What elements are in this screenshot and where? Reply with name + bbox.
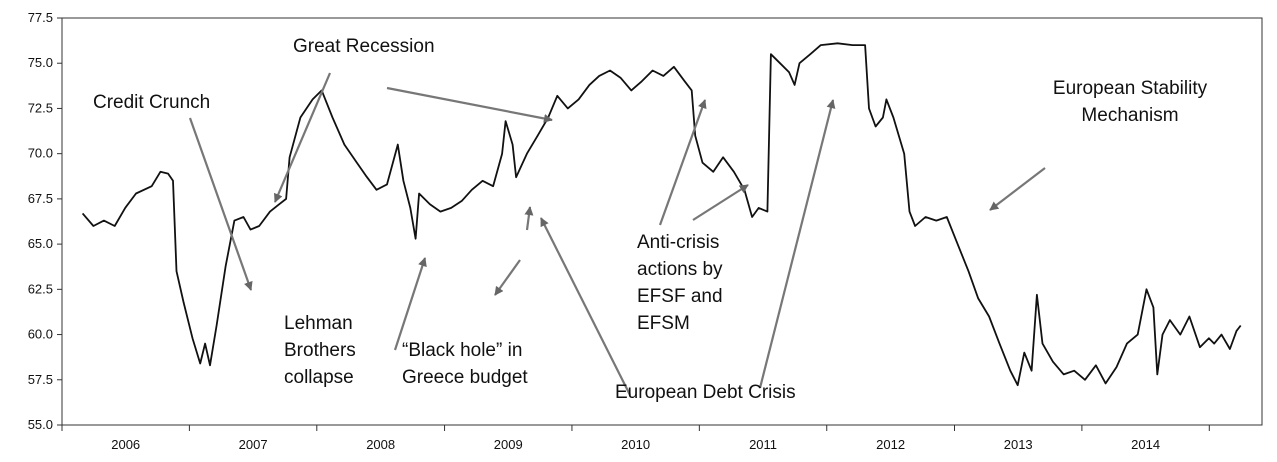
x-tick-label: 2010 bbox=[621, 437, 650, 452]
annotation-arrow bbox=[758, 99, 836, 389]
annotation-arrow bbox=[692, 184, 749, 221]
annotation-line: “Black hole” in bbox=[402, 340, 522, 361]
annotation-arrow bbox=[524, 206, 534, 231]
annotation-line: Greece budget bbox=[402, 367, 528, 388]
x-axis: 2006 2007 2008 2009 2010 2011 2012 2013 2014 bbox=[61, 425, 1210, 452]
x-tick-label: 2008 bbox=[366, 437, 395, 452]
y-tick-label: 65.0 bbox=[28, 236, 53, 251]
y-axis: 55.0 57.5 60.0 62.5 65.0 67.5 70.0 72.5 75.0 77.5 bbox=[28, 10, 62, 432]
annotation-line: European Stability bbox=[1053, 78, 1208, 99]
y-tick-label: 72.5 bbox=[28, 100, 53, 115]
x-tick-label: 2014 bbox=[1131, 437, 1160, 452]
x-tick-label: 2012 bbox=[876, 437, 905, 452]
annotation-line: Mechanism bbox=[1081, 105, 1178, 126]
y-tick-label: 62.5 bbox=[28, 281, 53, 296]
y-tick-label: 55.0 bbox=[28, 417, 53, 432]
series-line bbox=[81, 42, 1242, 387]
annotation-line: EFSM bbox=[637, 313, 690, 334]
annotation-arrow bbox=[273, 72, 332, 203]
series-layer bbox=[81, 42, 1242, 387]
annotation-label: Credit Crunch bbox=[93, 92, 210, 113]
annotation-label: Great Recession bbox=[293, 36, 435, 57]
annotation-arrow bbox=[188, 117, 253, 291]
x-tick-label: 2013 bbox=[1004, 437, 1033, 452]
x-tick-label: 2006 bbox=[111, 437, 140, 452]
annotation-arrow bbox=[989, 167, 1046, 211]
x-tick-label: 2009 bbox=[494, 437, 523, 452]
x-tick-label: 2007 bbox=[239, 437, 268, 452]
annotation-line: Anti-crisis bbox=[637, 232, 719, 253]
annotation-label: Lehman Brothers collapse bbox=[284, 313, 356, 388]
annotation-line: EFSF and bbox=[637, 286, 723, 307]
annotation-line: actions by bbox=[637, 259, 723, 280]
y-tick-label: 77.5 bbox=[28, 10, 53, 25]
annotation-line: Brothers bbox=[284, 340, 356, 361]
annotation-label: “Black hole” in Greece budget bbox=[402, 340, 528, 388]
annotation-arrow bbox=[540, 217, 631, 396]
annotation-arrow bbox=[393, 257, 427, 351]
y-tick-label: 70.0 bbox=[28, 146, 53, 161]
x-tick-label: 2011 bbox=[749, 437, 777, 452]
annotation-line: Credit Crunch bbox=[93, 92, 210, 113]
y-tick-label: 57.5 bbox=[28, 372, 53, 387]
annotation-label: Anti-crisis actions by EFSF and EFSM bbox=[637, 232, 723, 334]
annotation-line: European Debt Crisis bbox=[615, 382, 796, 403]
annotation-arrow bbox=[386, 86, 553, 123]
y-tick-label: 60.0 bbox=[28, 327, 53, 342]
plot-frame bbox=[61, 17, 1263, 426]
annotation-arrow bbox=[494, 259, 521, 296]
annotation-arrows bbox=[188, 72, 1046, 396]
annotation-line: Lehman bbox=[284, 313, 353, 334]
annotation-label: European Debt Crisis bbox=[615, 382, 796, 403]
annotation-label: European Stability Mechanism bbox=[1053, 78, 1208, 126]
annotation-line: Great Recession bbox=[293, 36, 435, 57]
y-tick-label: 75.0 bbox=[28, 55, 53, 70]
y-tick-label: 67.5 bbox=[28, 191, 53, 206]
annotation-line: collapse bbox=[284, 367, 354, 388]
annotation-arrow bbox=[658, 99, 707, 226]
annotations: Credit Crunch Great Recession Lehman Brothe… bbox=[93, 36, 1208, 403]
